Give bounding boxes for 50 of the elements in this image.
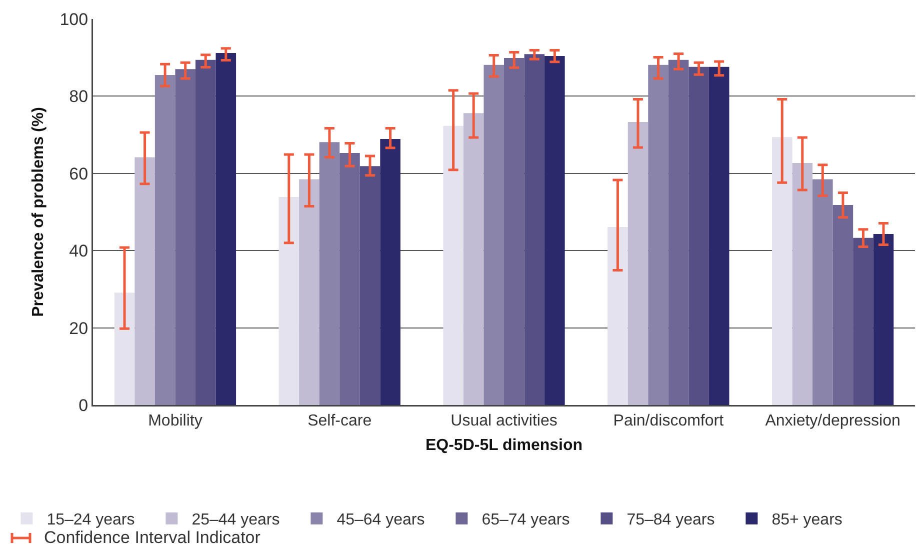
bar (628, 122, 648, 405)
bar (216, 52, 236, 405)
bar (853, 238, 874, 405)
bar (299, 179, 320, 405)
bar (668, 60, 689, 405)
x-axis-title: EQ-5D-5L dimension (425, 437, 583, 454)
bar (608, 227, 628, 405)
bar (648, 64, 668, 405)
bar (134, 157, 155, 405)
bar (114, 292, 135, 405)
text: Confidence Interval Indicator (44, 528, 260, 548)
x-tick-label: Anxiety/depression (765, 412, 900, 430)
bar (484, 64, 504, 405)
y-tick-label: 60 (69, 164, 88, 184)
bar (175, 69, 196, 405)
x-tick-label: Usual activities (450, 412, 558, 430)
legend-label: 85+ years (772, 512, 842, 529)
bar (873, 234, 894, 405)
bar (154, 74, 176, 405)
bar (708, 66, 730, 405)
x-tick-label: Pain/discomfort (613, 412, 724, 430)
bar (772, 137, 792, 405)
legend-label: 25–44 years (192, 512, 280, 529)
bar (443, 126, 464, 405)
bar (360, 166, 380, 405)
x-tick-label: Self-care (308, 412, 372, 430)
legend-label: 75–84 years (626, 512, 715, 529)
bar (524, 54, 545, 405)
bar (688, 66, 709, 405)
bar (812, 179, 833, 405)
x-tick-label: Mobility (148, 412, 202, 430)
bar (340, 152, 360, 405)
y-tick-label: 80 (69, 87, 88, 106)
bar (380, 139, 400, 405)
legend-label: 45–64 years (336, 512, 425, 529)
bar (319, 142, 340, 405)
legend-label: 15–24 years (46, 512, 135, 529)
y-tick-label: 100 (60, 10, 88, 29)
legend-label: 65–74 years (482, 512, 570, 529)
y-tick-label: 20 (69, 318, 88, 338)
y-axis-title: Prevalence of problems (%) (30, 107, 47, 317)
y-tick-label: 0 (78, 396, 88, 415)
bar (832, 205, 854, 405)
y-tick-label: 40 (69, 242, 88, 261)
bar (278, 196, 300, 405)
bar (792, 162, 813, 405)
bar (463, 113, 484, 405)
bar (544, 56, 565, 405)
bar (504, 58, 524, 405)
bar (195, 60, 216, 405)
